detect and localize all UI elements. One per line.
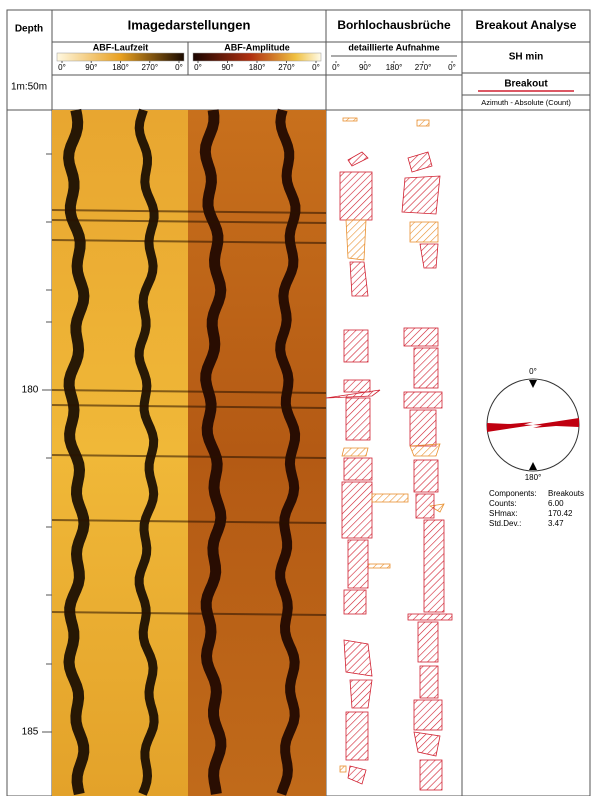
tick-label: 0° — [312, 63, 320, 72]
stat-label: Std.Dev.: — [489, 519, 521, 528]
track-name: ABF-Laufzeit — [93, 42, 149, 52]
tick-label: 90° — [221, 63, 233, 72]
images-title: Imagedarstellungen — [128, 17, 251, 32]
rose-stats: Components: Breakouts Counts: 6.00 SHmax: 170… — [489, 489, 584, 528]
rose-north: 0° — [529, 367, 537, 376]
tick-label: 90° — [359, 63, 371, 72]
breakout-boxes — [326, 118, 452, 790]
color-scale — [193, 53, 321, 61]
stat-value: 3.47 — [548, 519, 564, 528]
tick-label: 0° — [58, 63, 66, 72]
stat-label: SHmax: — [489, 509, 517, 518]
tick-label: 180° — [386, 63, 403, 72]
tick-label: 0° — [448, 63, 456, 72]
stat-value: Breakouts — [548, 489, 584, 498]
tick-label: 0° — [175, 63, 183, 72]
depth-ticks — [42, 154, 52, 732]
stat-value: 6.00 — [548, 499, 564, 508]
breakouts-title: Borhlochausbrüche — [337, 18, 451, 32]
track-name: ABF-Amplitude — [224, 42, 290, 52]
tick-label: 0° — [194, 63, 202, 72]
tick-label: 90° — [85, 63, 97, 72]
log-view: Depth 1m:50m Imagedarstellungen Borhloch… — [0, 0, 598, 796]
tick-label: 0° — [332, 63, 340, 72]
tick-label: 180° — [112, 63, 129, 72]
track-name: detaillierte Aufnahme — [348, 42, 439, 52]
stat-value: 170.42 — [548, 509, 573, 518]
analysis-subtitle: SH min — [509, 52, 543, 63]
rose-south: 180° — [525, 473, 542, 482]
tick-label: 270° — [278, 63, 295, 72]
tick-label: 180° — [249, 63, 266, 72]
depth-label: 185 — [22, 727, 39, 738]
rose-diagram — [487, 379, 579, 471]
depth-header: Depth — [15, 24, 43, 35]
stat-label: Counts: — [489, 499, 517, 508]
legend-label: Breakout — [504, 79, 548, 90]
stat-label: Components: — [489, 489, 537, 498]
tick-label: 270° — [415, 63, 432, 72]
analysis-title: Breakout Analyse — [476, 18, 577, 32]
tick-label: 270° — [141, 63, 158, 72]
axis-label: Azimuth - Absolute (Count) — [481, 98, 571, 107]
depth-label: 180 — [22, 385, 39, 396]
depth-scale: 1m:50m — [11, 82, 47, 93]
color-scale — [57, 53, 184, 61]
